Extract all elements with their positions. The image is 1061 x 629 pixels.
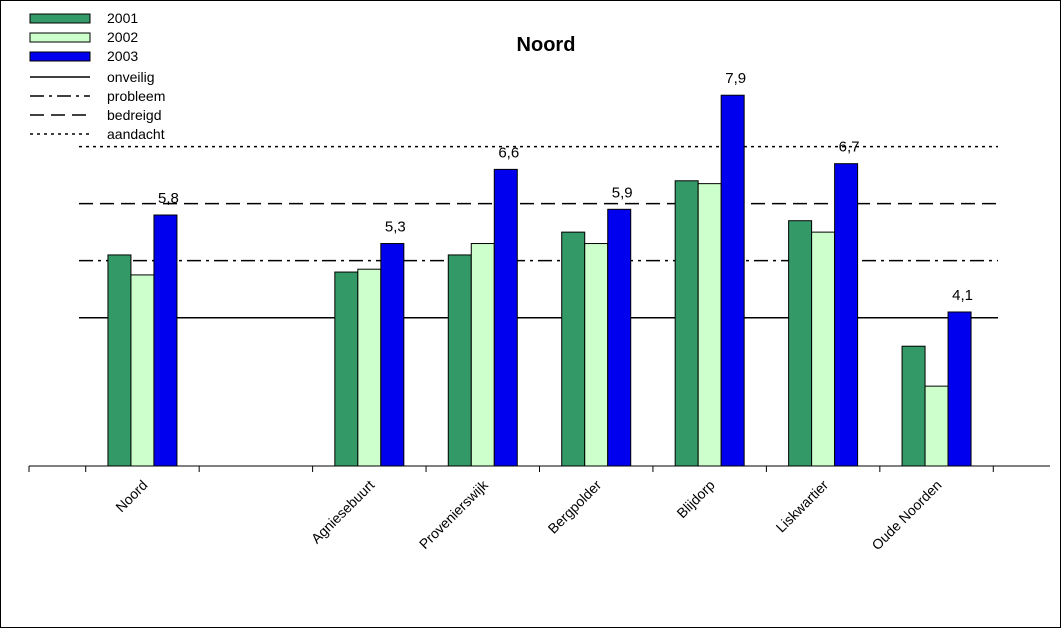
bar-2002-Agniesebuurt: [357, 268, 382, 467]
x-tick-label-Bergpolder: Bergpolder: [545, 477, 605, 537]
bar-2003-Agniesebuurt: [380, 243, 405, 467]
x-axis: [28, 465, 1050, 472]
data-label-Agniesebuurt: 5,3: [385, 219, 406, 236]
legend-label-aandacht: aandacht: [107, 126, 165, 142]
bar-2002-Noord: [130, 274, 155, 467]
chart-title: Noord: [517, 34, 576, 56]
bar-2003-Blijdorp: [720, 94, 745, 467]
x-tick-label-Liskwartier: Liskwartier: [773, 477, 832, 536]
x-tick-label-Provenierswijk: Provenierswijk: [416, 476, 492, 552]
data-label-Bergpolder: 5,9: [612, 184, 633, 201]
data-labels: 5,8 5,3 6,6 5,9 7,9 6,7 4,1: [158, 70, 973, 304]
bar-2002-Provenierswijk: [470, 243, 495, 467]
x-tick-labels: Noord Agniesebuurt Provenierswijk Bergpolde…: [112, 476, 944, 553]
bar-2002-Blijdorp: [697, 183, 722, 467]
legend-label-2001: 2001: [107, 10, 138, 26]
bar-2001-Agniesebuurt: [334, 271, 359, 467]
legend-label-onveilig: onveilig: [107, 69, 154, 85]
x-tick-label-Blijdorp: Blijdorp: [673, 477, 717, 521]
data-label-Oude Noorden: 4,1: [952, 287, 973, 304]
data-label-Noord: 5,8: [158, 190, 179, 207]
bar-2003-Bergpolder: [607, 208, 632, 467]
legend-label-2002: 2002: [107, 29, 138, 45]
legend-label-2003: 2003: [107, 48, 138, 64]
x-tick-label-Agniesebuurt: Agniesebuurt: [308, 477, 378, 547]
bar-2002-Oude Noorden: [924, 385, 949, 467]
legend-swatch-2001: [29, 13, 91, 24]
legend-label-probleem: probleem: [107, 88, 165, 104]
x-tick-label-Noord: Noord: [112, 477, 150, 515]
legend: 2001 2002 2003 onveilig probleem bedreigd aand…: [29, 10, 165, 142]
bar-2001-Liskwartier: [788, 220, 813, 467]
bar-2001-Provenierswijk: [447, 254, 472, 467]
x-tick-label-Oude Noorden: Oude Noorden: [868, 477, 944, 553]
legend-label-bedreigd: bedreigd: [107, 107, 162, 123]
data-label-Liskwartier: 6,7: [839, 139, 860, 156]
bar-2001-Bergpolder: [561, 231, 586, 467]
bar-2003-Liskwartier: [834, 163, 859, 467]
bars: [107, 94, 972, 467]
legend-swatch-2002: [29, 32, 91, 43]
bar-2003-Oude Noorden: [947, 311, 972, 467]
reference-lines: [79, 145, 998, 319]
bar-2003-Provenierswijk: [493, 168, 518, 467]
legend-swatch-2003: [29, 51, 91, 62]
bar-2001-Oude Noorden: [901, 345, 926, 467]
bar-2001-Blijdorp: [674, 180, 699, 467]
data-label-Provenierswijk: 6,6: [498, 144, 519, 161]
bar-2002-Bergpolder: [584, 243, 609, 467]
bar-2001-Noord: [107, 254, 132, 467]
bar-2002-Liskwartier: [811, 231, 836, 467]
data-label-Blijdorp: 7,9: [725, 70, 746, 87]
bar-2003-Noord: [153, 214, 178, 467]
